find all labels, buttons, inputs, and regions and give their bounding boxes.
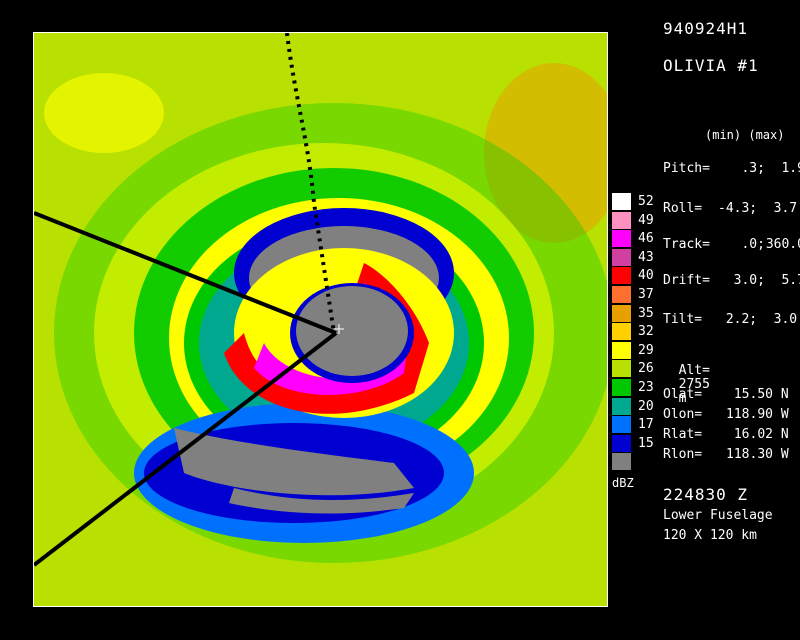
position-row: Olon= 118.90 W [663,408,789,422]
position-label: Rlon= [663,447,703,462]
radar-label: Lower Fuselage [663,508,773,523]
color-scale-label: 49 [638,212,654,228]
color-scale-label: 35 [638,305,654,321]
color-scale-label: 23 [638,380,654,395]
parameter-min: -4.3; [718,201,758,216]
parameter-label: Tilt= [663,312,703,327]
color-scale-label: 37 [638,287,654,302]
altitude-row: Alt= 2755 m [663,350,710,406]
position-value: 15.50 [733,387,773,402]
position-direction: W [773,407,789,422]
color-scale-label: 15 [638,435,654,451]
position-row: Rlon= 118.30 W [663,448,789,462]
parameter-max: 3.0 [773,312,798,327]
storm-name: OLIVIA #1 [663,56,759,75]
position-value: 118.90 [726,407,773,422]
color-scale-swatch [612,360,631,378]
parameter-label: Roll= [663,201,703,216]
position-value: 118.30 [726,447,773,462]
parameter-label: Drift= [663,273,710,288]
parameter-max: 5.7 [781,273,800,288]
color-scale-label: 52 [638,194,654,209]
color-scale-swatch [612,379,631,396]
color-scale-label: 32 [638,324,654,340]
position-row: Rlat= 16.02 N [663,428,789,442]
parameter-label: Track= [663,237,710,252]
parameter-row: Roll= -4.3; 3.7 [663,202,797,216]
position-label: Olon= [663,407,703,422]
altitude-unit: m [678,391,687,406]
color-scale-swatch [612,248,631,266]
domain-label: 120 X 120 km [663,528,757,543]
color-scale-swatch [612,323,631,341]
flight-id: 940924H1 [663,19,749,38]
position-direction: W [773,447,789,462]
radar-field [34,33,607,606]
parameter-row: Track= .0;360.0 [663,238,800,252]
position-row: Olat= 15.50 N [663,388,789,402]
color-scale-swatch [612,341,631,359]
scale-unit-label: dBZ [612,476,634,490]
time-label: 224830 Z [663,485,749,504]
color-scale-swatch [612,286,631,303]
position-direction: N [773,387,789,402]
parameter-max: 3.7 [773,201,798,216]
color-scale-swatch [612,453,631,471]
parameter-row: Tilt= 2.2; 3.0 [663,313,797,327]
parameter-min: 2.2; [725,312,758,327]
position-direction: N [773,427,789,442]
parameter-label: Pitch= [663,161,710,176]
color-scale-swatch [612,211,631,229]
parameter-max: 1.9 [781,161,800,176]
color-scale-label: 40 [638,268,654,284]
radar-reflectivity-image [33,32,608,607]
color-scale-label: 43 [638,249,654,265]
parameter-min: 3.0; [733,273,765,288]
parameter-min: .0; [741,237,765,252]
position-value: 16.02 [733,427,773,442]
position-label: Olat= [663,387,703,402]
altitude-label: Alt= [678,363,710,378]
color-scale-swatch [612,416,631,434]
altitude-value: 2755 [678,377,710,392]
color-scale-swatch [612,230,631,248]
color-scale-label: 17 [638,417,654,433]
parameter-max: 360.0 [765,237,800,252]
position-label: Rlat= [663,427,703,442]
color-scale-swatch [612,434,631,452]
color-scale-swatch [612,267,631,285]
color-scale-label: 29 [638,342,654,358]
parameter-row: Pitch= .3; 1.9 [663,162,800,176]
minmax-header: (min) (max) [705,128,785,142]
color-scale-bar [612,193,631,472]
parameter-row: Drift= 3.0; 5.7 [663,274,800,288]
color-scale-label: 46 [638,231,654,247]
color-scale-swatch [612,193,631,210]
color-scale-swatch [612,304,631,322]
color-scale-label: 26 [638,361,654,377]
parameter-min: .3; [741,161,765,176]
color-scale-label: 20 [638,398,654,414]
color-scale-swatch [612,397,631,415]
